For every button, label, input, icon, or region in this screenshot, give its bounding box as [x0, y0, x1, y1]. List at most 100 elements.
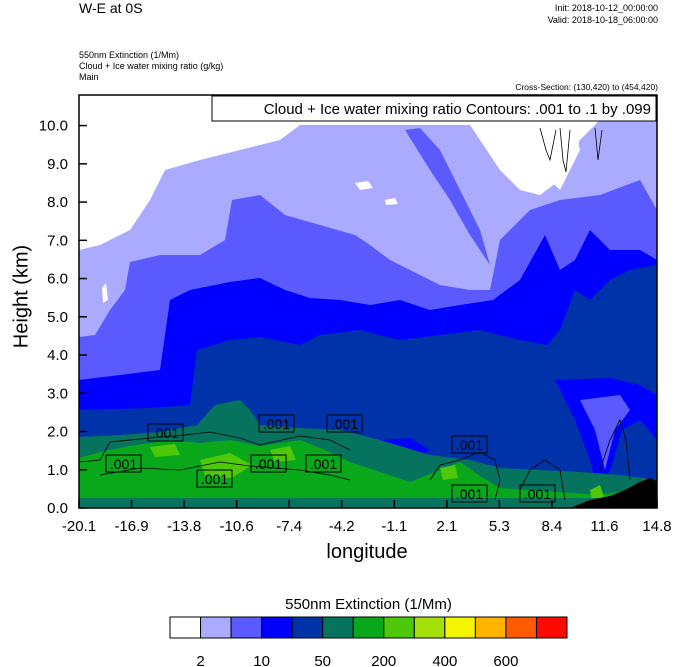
y-axis-label: Height (km): [10, 244, 33, 349]
x-tick-label: 2.1: [436, 518, 457, 535]
contour-label-text: .001: [456, 486, 483, 502]
x-tick-label: -20.1: [62, 518, 96, 535]
colorbar-swatch: [261, 616, 293, 639]
y-tick-label: 9.0: [47, 156, 68, 173]
contour-label: .001: [451, 435, 488, 454]
colorbar-title: 550nm Extinction (1/Mm): [285, 596, 452, 613]
colorbar-swatch: [200, 616, 232, 639]
colorbar-swatch: [352, 616, 385, 639]
plot-title: W-E at 0S: [79, 0, 143, 16]
x-tick-label: 8.4: [541, 518, 562, 535]
contour-label: .001: [451, 484, 488, 503]
contour-line: [79, 431, 351, 463]
init-time: Init: 2018-10-12_00:00:00: [554, 3, 658, 13]
x-tick-label: 11.6: [590, 518, 618, 535]
contour-label: .001: [519, 484, 556, 503]
contour-label-text: .001: [524, 486, 551, 502]
y-tick-label: 8.0: [47, 194, 68, 211]
x-tick-label: -7.4: [276, 518, 302, 535]
contour-label-box: [451, 484, 488, 503]
colorbar-swatch: [413, 616, 446, 639]
contour-label-text: .001: [255, 456, 282, 472]
contour-label-text: .001: [201, 471, 228, 487]
x-tick-label: 14.8: [642, 518, 671, 535]
contour-label-text: .001: [263, 416, 290, 432]
colorbar-swatch: [535, 616, 568, 639]
contour-label-box: [196, 469, 233, 488]
colorbar-swatch: [230, 616, 263, 639]
plot-frame: [78, 94, 658, 509]
field-description: 550nm Extinction (1/Mm) Cloud + Ice wate…: [79, 50, 223, 83]
colorbar-label: 50: [314, 653, 331, 667]
colorbar-swatch: [322, 616, 354, 639]
init-valid-times: Init: 2018-10-12_00:00:00 Valid: 2018-10…: [548, 2, 658, 26]
colorbar-swatch: [444, 616, 476, 639]
white-patch: [102, 128, 580, 303]
contour-label: .001: [305, 454, 342, 473]
colorbar-label: 400: [432, 653, 457, 667]
contour-label-box: [451, 435, 488, 454]
colorbar: 2 10 50 200 400 600: [169, 616, 568, 667]
y-tick-label: 1.0: [47, 462, 68, 479]
y-axis: 0.0 1.0 2.0 3.0 4.0 5.0 6.0 7.0 8.0 9.0 10.0: [39, 118, 87, 517]
x-tick-label: -1.1: [381, 518, 407, 535]
contour-line: [539, 127, 603, 173]
contour-line: [99, 461, 351, 481]
colorbar-label: 10: [253, 653, 270, 667]
x-axis: -20.1 -16.9 -13.8 -10.6 -7.4 -4.2 -1.1 2.1 5.3 8.…: [62, 500, 672, 535]
colorbar-swatch: [169, 616, 202, 639]
contour-label: .001: [196, 469, 233, 488]
filled-contours: [79, 95, 657, 508]
contour-label-box: [326, 414, 363, 433]
contour-label-box: [305, 454, 342, 473]
contour-label-box: [105, 454, 142, 473]
overlay-legend-text: Cloud + Ice water mixing ratio Contours:…: [264, 101, 651, 118]
x-axis-label: longitude: [326, 541, 408, 563]
band-green: [79, 440, 657, 498]
contour-label-text: .001: [456, 437, 483, 453]
y-tick-label: 5.0: [47, 309, 68, 326]
colorbar-label: 2: [196, 653, 204, 667]
medium-blue-streak-lower-right: [580, 395, 630, 470]
contour-label-text: .001: [310, 456, 337, 472]
contour-line: [429, 418, 631, 501]
contour-label-box: [147, 423, 184, 442]
band-medium-blue-streak: [405, 128, 490, 265]
subtitle-main: Main: [79, 72, 99, 82]
y-tick-label: 10.0: [39, 118, 68, 135]
y-tick-label: 3.0: [47, 385, 68, 402]
contour-label-text: .001: [152, 425, 179, 441]
contour-label: .001: [250, 454, 287, 473]
cross-section-label: Cross-Section: (130,420) to (454,420): [515, 82, 658, 92]
y-tick-label: 0.0: [47, 500, 68, 517]
y-tick-label: 4.0: [47, 347, 68, 364]
contour-label: .001: [147, 423, 184, 442]
y-tick-label: 6.0: [47, 271, 68, 288]
x-tick-label: -10.6: [220, 518, 254, 535]
contour-label-text: .001: [331, 416, 358, 432]
colorbar-swatch: [383, 616, 415, 639]
cloud-mixing-ratio-contours: [79, 127, 631, 501]
colorbar-swatch: [505, 616, 537, 639]
x-tick-label: 5.3: [489, 518, 510, 535]
terrain: [570, 478, 657, 508]
x-tick-label: -16.9: [114, 518, 148, 535]
subtitle-extinction: 550nm Extinction (1/Mm): [79, 50, 180, 60]
contour-label-box: [258, 414, 295, 433]
y-tick-label: 2.0: [47, 424, 68, 441]
contour-labels: .001 .001 .001 .001 .001 .001 .001 .001 .001 .001: [105, 414, 556, 503]
contour-label-box: [519, 484, 556, 503]
colorbar-swatch: [474, 616, 507, 639]
valid-time: Valid: 2018-10-18_06:00:00: [547, 15, 658, 25]
contour-label-text: .001: [110, 456, 137, 472]
x-tick-label: -13.8: [167, 518, 201, 535]
overlay-legend: Cloud + Ice water mixing ratio Contours:…: [211, 95, 657, 122]
contour-label: .001: [258, 414, 295, 433]
y-tick-label: 7.0: [47, 232, 68, 249]
colorbar-swatch: [291, 616, 324, 639]
x-tick-label: -4.2: [329, 518, 355, 535]
contour-label-box: [250, 454, 287, 473]
overlay-legend-box: [211, 95, 657, 122]
colorbar-label: 200: [371, 653, 396, 667]
